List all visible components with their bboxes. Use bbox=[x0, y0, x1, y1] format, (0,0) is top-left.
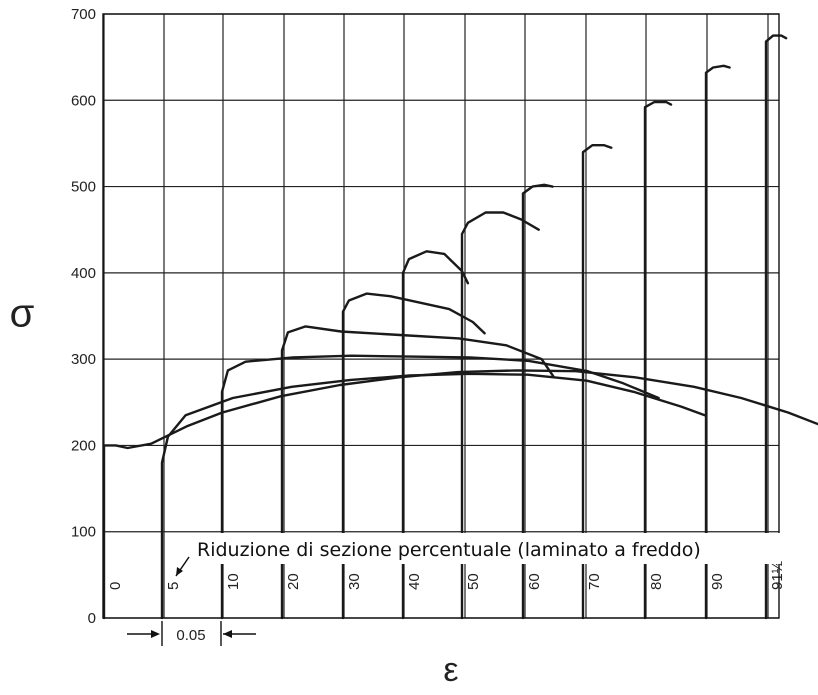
curve-label: 60 bbox=[526, 573, 543, 590]
scale-label: 0.05 bbox=[176, 627, 205, 644]
scale-bar: 0.05 bbox=[127, 621, 256, 646]
scale-arrowhead-right bbox=[223, 630, 232, 638]
curve-label: 5 bbox=[165, 582, 182, 590]
y-tick-label: 600 bbox=[71, 92, 96, 109]
annotation-text: Riduzione di sezione percentuale (lamina… bbox=[197, 539, 701, 561]
scale-arrowhead-left bbox=[151, 630, 160, 638]
stress-strain-curve bbox=[704, 64, 731, 620]
curve-label: 40 bbox=[406, 573, 423, 590]
y-tick-label: 500 bbox=[71, 179, 96, 196]
curve-label: 10 bbox=[225, 573, 242, 590]
stress-strain-curve bbox=[220, 354, 660, 620]
y-tick-label: 400 bbox=[71, 265, 96, 282]
y-tick-label: 100 bbox=[71, 524, 96, 541]
curve-label: 0 bbox=[107, 582, 124, 590]
curve-label: 30 bbox=[346, 573, 363, 590]
curve-label: 70 bbox=[586, 573, 603, 590]
stress-strain-curve bbox=[643, 100, 673, 620]
curve-label: 91½ bbox=[769, 560, 786, 590]
curves bbox=[102, 34, 818, 620]
annotation-arrowhead bbox=[176, 567, 183, 576]
annotation: Riduzione di sezione percentuale (lamina… bbox=[175, 533, 780, 577]
stress-strain-curve bbox=[341, 292, 486, 620]
y-tick-label: 0 bbox=[88, 610, 96, 627]
stress-strain-curve bbox=[521, 183, 554, 620]
y-tick-label: 700 bbox=[71, 6, 96, 23]
y-tick-label: 200 bbox=[71, 437, 96, 454]
y-axis-ticks: 0 100 200 300 400 500 600 700 bbox=[71, 6, 96, 627]
y-tick-label: 300 bbox=[71, 351, 96, 368]
plot-frame bbox=[102, 13, 780, 619]
annotation-background bbox=[194, 533, 780, 564]
x-axis-label: ε bbox=[443, 651, 458, 689]
curve-label: 80 bbox=[648, 573, 665, 590]
grid bbox=[103, 13, 779, 619]
stress-strain-curve bbox=[581, 144, 613, 620]
stress-strain-curve bbox=[460, 211, 540, 620]
curve-label: 90 bbox=[709, 573, 726, 590]
curve-labels: 0 5 10 20 30 40 50 60 70 80 90 91½ bbox=[107, 560, 786, 590]
curve-label: 50 bbox=[465, 573, 482, 590]
stress-strain-curve bbox=[764, 34, 788, 620]
y-axis-label: σ bbox=[10, 292, 35, 336]
stress-strain-curve bbox=[102, 369, 818, 620]
stress-strain-curve bbox=[160, 372, 706, 620]
curve-label: 20 bbox=[285, 573, 302, 590]
